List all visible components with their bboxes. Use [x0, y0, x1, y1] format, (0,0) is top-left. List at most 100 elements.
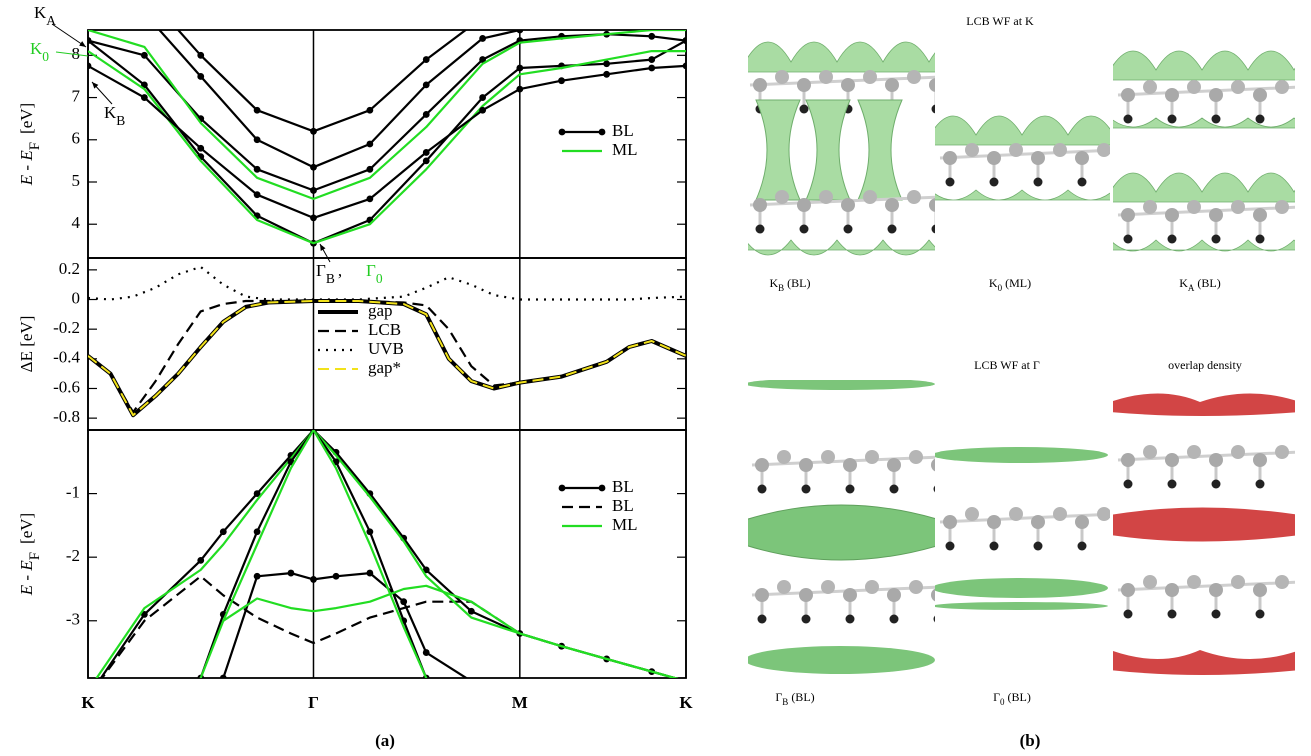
- hydrogen: [989, 177, 999, 187]
- data-point: [197, 556, 205, 564]
- hydrogen: [1123, 114, 1133, 124]
- data-point: [648, 64, 656, 72]
- hydrogen: [887, 224, 897, 234]
- atom: [1143, 445, 1157, 459]
- data-point: [140, 81, 148, 89]
- atom: [1275, 200, 1289, 214]
- orbital-lobe: [1113, 172, 1295, 203]
- data-point: [253, 165, 261, 173]
- x-tick-label: Γ: [308, 693, 319, 712]
- data-point: [422, 111, 430, 118]
- data-point: [366, 140, 374, 148]
- y-axis-label-main: E - E: [17, 560, 36, 597]
- hydrogen: [1167, 114, 1177, 124]
- y-tick-label: 6: [72, 129, 81, 148]
- annotation: KA: [34, 3, 56, 28]
- image-label-suffix: (ML): [1005, 276, 1031, 290]
- orbital-lobe: [755, 99, 801, 201]
- data-point: [422, 566, 430, 574]
- data-point: [88, 62, 92, 70]
- legend-label: UVB: [368, 339, 404, 358]
- plot-area: [95, 430, 686, 678]
- y-tick-label: 7: [72, 86, 81, 105]
- image-label-suffix: (BL): [1008, 690, 1031, 704]
- data-point: [310, 163, 317, 171]
- hydrogen: [801, 484, 811, 494]
- data-point: [140, 94, 148, 101]
- atom: [885, 78, 899, 92]
- atom: [943, 515, 957, 529]
- x-tick-label: K: [679, 693, 693, 712]
- image-content: [935, 447, 1110, 610]
- data-point: [422, 81, 430, 89]
- atom: [819, 190, 833, 204]
- hydrogen: [1077, 541, 1087, 551]
- atom: [887, 588, 901, 602]
- image-label-base: K: [769, 276, 778, 290]
- atom: [753, 78, 767, 92]
- annotation: Γ0: [366, 261, 383, 286]
- data-point: [648, 10, 655, 17]
- series-line: [88, 300, 686, 417]
- data-point: [366, 106, 374, 114]
- atom: [1275, 575, 1289, 589]
- data-point: [332, 572, 340, 580]
- atom: [863, 70, 877, 84]
- arrow-head: [92, 82, 99, 89]
- data-point: [603, 60, 611, 68]
- annotation: ΓB,: [316, 261, 342, 286]
- image-label: ΓB (BL): [775, 690, 814, 707]
- y-tick-label: -0.4: [53, 348, 80, 367]
- data-point: [141, 10, 148, 17]
- image-content: [1113, 172, 1295, 252]
- series-line: [88, 33, 686, 192]
- y-tick-label: 0.2: [59, 259, 80, 278]
- data-point: [422, 56, 430, 63]
- data-point: [219, 674, 227, 678]
- atom: [951, 190, 965, 204]
- overlap-lobe: [1113, 393, 1295, 416]
- atom: [863, 190, 877, 204]
- orbital-lobe: [935, 602, 1108, 610]
- atom: [1187, 80, 1201, 94]
- y-tick-label: 5: [72, 171, 81, 190]
- hydrogen: [1211, 234, 1221, 244]
- data-point: [197, 51, 205, 59]
- atom: [1165, 208, 1179, 222]
- atom: [775, 70, 789, 84]
- data-point: [310, 127, 317, 135]
- image-title: overlap density: [1168, 358, 1242, 372]
- atom: [821, 580, 835, 594]
- annotation-sub: B: [326, 271, 335, 286]
- y-tick-label: 8: [72, 44, 81, 63]
- hydrogen: [801, 614, 811, 624]
- arrow-head: [320, 244, 326, 251]
- series-line: [88, 64, 686, 219]
- image-label: KA (BL): [1179, 276, 1221, 293]
- atom: [1143, 200, 1157, 214]
- hydrogen: [845, 614, 855, 624]
- image-label-suffix: (BL): [1197, 276, 1220, 290]
- atom: [1165, 583, 1179, 597]
- orbital-image: [1113, 393, 1295, 675]
- atom: [1165, 453, 1179, 467]
- image-label-sub: B: [782, 697, 788, 707]
- orbital-lobe: [1113, 117, 1295, 129]
- y-axis-label: ΔE [eV]: [17, 316, 36, 373]
- y-tick-label: 4: [72, 213, 81, 232]
- atom: [1253, 88, 1267, 102]
- orbital-image: [748, 380, 935, 674]
- orbital-lobe: [1113, 239, 1295, 252]
- orbital-lobe: [935, 578, 1108, 598]
- atom: [843, 458, 857, 472]
- series-line: [88, 265, 686, 301]
- atom: [843, 588, 857, 602]
- hydrogen: [1211, 609, 1221, 619]
- hydrogen: [799, 224, 809, 234]
- annotation-base: K: [104, 103, 117, 122]
- hydrogen: [1033, 541, 1043, 551]
- atom: [841, 198, 855, 212]
- hydrogen: [1077, 177, 1087, 187]
- data-point: [516, 30, 524, 34]
- bond: [939, 512, 1110, 524]
